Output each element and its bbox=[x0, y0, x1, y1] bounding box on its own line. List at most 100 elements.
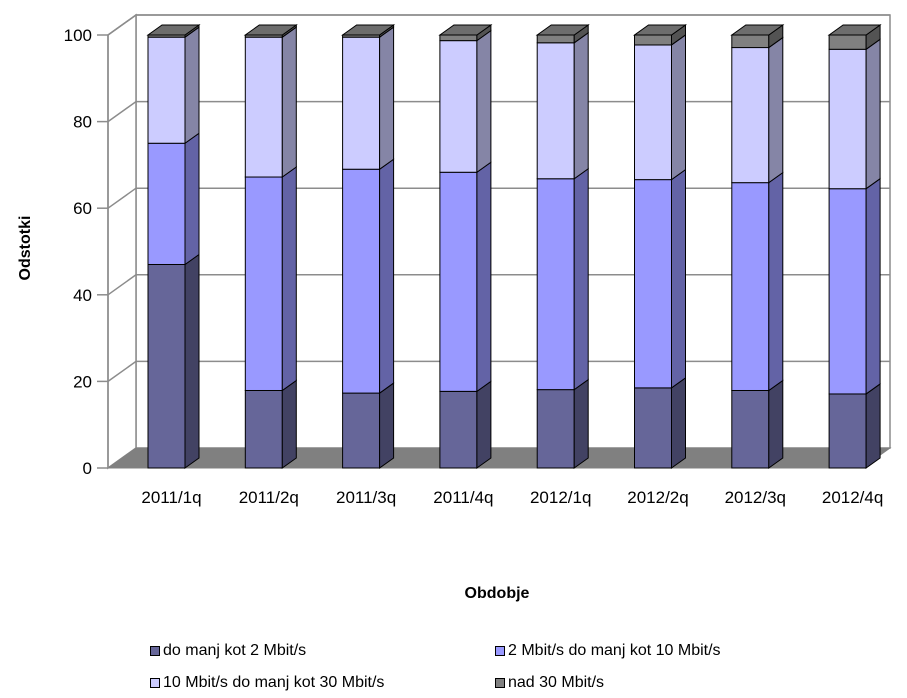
bar-stack-2011/4q bbox=[438, 24, 493, 469]
bar-stack-2012/1q bbox=[535, 24, 590, 469]
y-tick-label: 20 bbox=[73, 372, 92, 391]
bar-segment bbox=[439, 171, 478, 392]
bar-segment-side bbox=[281, 379, 297, 469]
bar-segment bbox=[342, 392, 381, 469]
y-tick-label: 60 bbox=[73, 199, 92, 218]
bar-segment bbox=[244, 36, 283, 178]
bar-top bbox=[827, 24, 882, 36]
x-tick-label: 2012/2q bbox=[627, 488, 688, 507]
bar-segment-side bbox=[379, 382, 395, 469]
bar-segment-side bbox=[671, 33, 686, 181]
x-tick-label: 2012/1q bbox=[530, 488, 591, 507]
bar-segment-side bbox=[768, 379, 784, 469]
y-tick-label: 0 bbox=[83, 459, 92, 478]
bar-top bbox=[146, 24, 201, 36]
bar-segment bbox=[828, 188, 867, 395]
bar-segment-side bbox=[184, 26, 200, 145]
legend-swatch bbox=[495, 646, 505, 656]
bars bbox=[146, 24, 882, 469]
bar-stack-2011/1q bbox=[146, 24, 201, 469]
bar-segment bbox=[147, 263, 186, 469]
bar-segment-side bbox=[671, 168, 686, 389]
bar-top bbox=[243, 24, 298, 36]
floor-plane bbox=[106, 447, 892, 469]
legend-label: 10 Mbit/s do manj kot 30 Mbit/s bbox=[163, 674, 385, 691]
legend-item: 10 Mbit/s do manj kot 30 Mbit/s bbox=[150, 674, 384, 692]
bar-segment-side bbox=[476, 380, 492, 469]
plot-floor bbox=[106, 447, 892, 469]
bar-segment bbox=[147, 142, 186, 265]
legend-swatch bbox=[150, 678, 160, 688]
bar-segment bbox=[147, 36, 186, 144]
bar-top bbox=[341, 24, 396, 36]
bar-segment-side bbox=[281, 26, 297, 178]
legend-swatch bbox=[495, 678, 505, 688]
bar-segment-side bbox=[865, 382, 881, 469]
legend-item: do manj kot 2 Mbit/s bbox=[150, 642, 306, 660]
bar-stack-2012/4q bbox=[827, 24, 882, 469]
bar-segment bbox=[536, 34, 575, 44]
x-tick-label: 2012/4q bbox=[822, 488, 883, 507]
legend-item: 2 Mbit/s do manj kot 10 Mbit/s bbox=[495, 642, 721, 660]
x-tick-label: 2011/2q bbox=[239, 488, 299, 507]
bar-top bbox=[632, 24, 688, 36]
x-tick-labels: 2011/1q 2011/2q 2011/3q 2011/4q 2012/1q 2012/… bbox=[141, 488, 883, 507]
x-tick-label: 2011/3q bbox=[336, 488, 396, 507]
x-tick-label: 2011/4q bbox=[433, 488, 493, 507]
bar-stack-2011/3q bbox=[341, 24, 396, 469]
bar-stack-2012/2q bbox=[632, 24, 688, 469]
bar-segment-side bbox=[671, 376, 686, 469]
bar-segment bbox=[536, 42, 575, 180]
legend-item: nad 30 Mbit/s bbox=[495, 674, 604, 692]
bar-segment bbox=[731, 182, 770, 391]
bar-segment-side bbox=[184, 253, 200, 469]
bar-segment-side bbox=[865, 177, 881, 395]
bar-segment bbox=[828, 34, 867, 50]
y-tick-label: 80 bbox=[73, 113, 92, 132]
bar-segment-side bbox=[379, 158, 395, 395]
bar-segment bbox=[244, 176, 283, 391]
bar-segment bbox=[439, 40, 478, 173]
y-tick-label: 40 bbox=[73, 286, 92, 305]
bar-segment-side bbox=[573, 31, 589, 180]
legend-label: do manj kot 2 Mbit/s bbox=[163, 642, 307, 659]
bar-segment-side bbox=[476, 29, 492, 174]
gridline bbox=[107, 14, 890, 36]
bar-segment bbox=[828, 48, 867, 190]
y-axis-title: Odstotki bbox=[17, 216, 34, 281]
bar-segment bbox=[731, 47, 770, 184]
bar-segment-side bbox=[281, 166, 297, 392]
bar-top bbox=[730, 24, 785, 36]
bar-segment-side bbox=[184, 132, 200, 266]
x-tick-label: 2012/3q bbox=[725, 488, 786, 507]
bar-stack-2011/2q bbox=[243, 24, 298, 469]
bar-segment bbox=[731, 389, 770, 469]
bar-segment bbox=[634, 179, 672, 389]
legend-swatch bbox=[150, 646, 160, 656]
bar-segment bbox=[634, 387, 672, 469]
bar-segment bbox=[828, 393, 867, 469]
bar-segment bbox=[634, 34, 672, 46]
bar-segment-side bbox=[573, 167, 589, 391]
bar-segment-side bbox=[379, 26, 395, 171]
bar-segment bbox=[439, 34, 478, 42]
legend-label: nad 30 Mbit/s bbox=[508, 674, 605, 691]
bar-segment-side bbox=[573, 378, 589, 469]
bar-segment bbox=[439, 390, 478, 469]
bar-top bbox=[535, 24, 590, 36]
bar-segment-side bbox=[865, 38, 881, 190]
bar-top bbox=[438, 24, 493, 36]
legend-label: 2 Mbit/s do manj kot 10 Mbit/s bbox=[508, 642, 721, 659]
bar-segment bbox=[536, 389, 575, 469]
bar-segment bbox=[536, 178, 575, 391]
y-tick-label: 100 bbox=[64, 26, 92, 45]
bar-segment-side bbox=[768, 171, 784, 392]
bar-segment bbox=[731, 34, 770, 49]
bar-segment-side bbox=[476, 161, 492, 393]
bar-segment bbox=[244, 389, 283, 469]
bar-segment bbox=[634, 44, 672, 181]
bar-stack-2012/3q bbox=[730, 24, 785, 469]
y-tick-labels: 0 20 40 60 80 100 bbox=[64, 26, 109, 478]
bar-segment bbox=[342, 36, 381, 170]
